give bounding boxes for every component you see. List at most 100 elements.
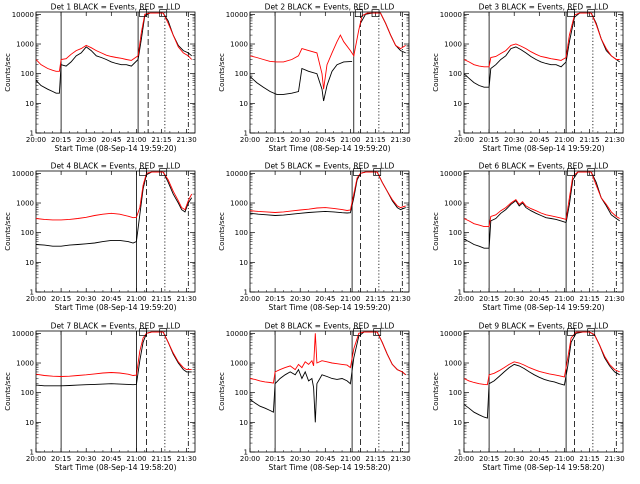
square-marker (587, 168, 596, 176)
y-axis-label: Counts/sec (4, 212, 12, 251)
square-marker (567, 168, 575, 176)
plot-frame (35, 170, 196, 293)
panel-title: Det 6 BLACK = Events, RED = LLD (479, 162, 609, 171)
panel-title: Det 1 BLACK = Events, RED = LLD (51, 3, 181, 12)
y-tick-label: 1000 (230, 360, 248, 368)
lld-series-line (250, 171, 406, 213)
detector-panel-5: Det 5 BLACK = Events, RED = LLD 1 10 100 100… (218, 162, 411, 313)
y-axis-label: Counts/sec (4, 372, 12, 411)
y-tick-label: 1 (458, 449, 462, 457)
x-tick-label: 21:15 (579, 455, 599, 463)
y-tick-label: 1000 (16, 360, 34, 368)
plot-frame (249, 11, 410, 134)
y-tick-label: 10 (453, 259, 462, 267)
x-tick-label: 20:00 (240, 295, 260, 303)
x-axis-label: Start Time (08-Sep-14 19:59:20) (55, 144, 177, 153)
events-series-line (464, 331, 620, 419)
events-series-line (36, 171, 193, 247)
x-tick-label: 21:30 (605, 455, 625, 463)
lld-series-line (36, 12, 193, 72)
x-tick-label: 20:30 (504, 295, 524, 303)
lld-series-line (36, 331, 192, 377)
detector-panel-1: Det 1 BLACK = Events, RED = LLD 1 10 100 100… (4, 3, 197, 154)
y-tick-label: 10 (453, 419, 462, 427)
x-tick-label: 20:15 (51, 136, 71, 144)
detector-panel-4: Det 4 BLACK = Events, RED = LLD 1 10 100 100… (4, 162, 197, 313)
x-axis-label: Start Time (08-Sep-14 19:58:20) (483, 463, 605, 472)
y-tick-label: 1 (244, 449, 248, 457)
y-tick-label: 10 (239, 419, 248, 427)
x-tick-label: 21:00 (554, 455, 574, 463)
detector-panel-6: Det 6 BLACK = Events, RED = LLD 1 10 100 100… (432, 162, 625, 313)
detector-panel-3: Det 3 BLACK = Events, RED = LLD 1 10 100 100… (432, 3, 625, 154)
x-tick-label: 21:30 (605, 136, 625, 144)
x-tick-label: 21:30 (605, 295, 625, 303)
x-axis-label: Start Time (08-Sep-14 19:59:20) (269, 303, 391, 312)
y-tick-label: 1 (458, 130, 462, 138)
x-tick-label: 21:30 (391, 455, 411, 463)
events-series-line (36, 12, 192, 94)
x-tick-label: 21:15 (151, 295, 171, 303)
y-tick-label: 10000 (12, 170, 34, 178)
y-tick-label: 10 (25, 419, 34, 427)
y-tick-label: 100 (235, 389, 248, 397)
y-tick-label: 10000 (440, 170, 462, 178)
y-tick-label: 10000 (226, 330, 248, 338)
y-tick-label: 100 (21, 70, 34, 78)
lld-series-line (36, 171, 193, 221)
y-tick-label: 1 (30, 130, 34, 138)
y-axis-label: Counts/sec (4, 53, 12, 92)
lld-series-line (464, 12, 620, 68)
y-tick-label: 1 (244, 289, 248, 297)
detector-panel-9: Det 9 BLACK = Events, RED = LLD 1 10 100 100… (432, 322, 625, 473)
y-tick-label: 10 (25, 100, 34, 108)
x-tick-label: 20:45 (529, 136, 549, 144)
y-axis-label: Counts/sec (432, 212, 440, 251)
x-tick-label: 20:45 (529, 295, 549, 303)
x-tick-label: 21:00 (340, 455, 360, 463)
square-marker (353, 168, 361, 176)
detector-panel-8: Det 8 BLACK = Events, RED = LLD 1 10 100 100… (218, 322, 411, 473)
x-tick-label: 20:45 (101, 295, 121, 303)
y-tick-label: 10000 (226, 11, 248, 19)
y-tick-label: 100 (235, 229, 248, 237)
x-tick-label: 20:00 (240, 136, 260, 144)
y-axis-label: Counts/sec (218, 372, 226, 411)
y-tick-label: 1000 (230, 200, 248, 208)
x-tick-label: 20:15 (51, 295, 71, 303)
x-axis-label: Start Time (08-Sep-14 19:58:20) (269, 463, 391, 472)
x-tick-label: 20:15 (479, 455, 499, 463)
events-series-line (250, 60, 353, 102)
square-marker (587, 9, 596, 17)
x-tick-label: 20:45 (315, 136, 335, 144)
y-tick-label: 10000 (440, 330, 462, 338)
y-tick-label: 100 (21, 389, 34, 397)
x-tick-label: 21:30 (177, 136, 197, 144)
x-tick-label: 20:45 (315, 455, 335, 463)
plot-frame (249, 330, 410, 453)
lld-series-line (250, 12, 406, 90)
x-tick-label: 20:15 (265, 455, 285, 463)
x-tick-label: 20:00 (454, 455, 474, 463)
y-tick-label: 100 (21, 229, 34, 237)
x-tick-label: 20:30 (504, 136, 524, 144)
panel-title: Det 3 BLACK = Events, RED = LLD (479, 3, 609, 12)
x-tick-label: 21:15 (579, 295, 599, 303)
x-axis-label: Start Time (08-Sep-14 19:59:20) (269, 144, 391, 153)
square-marker (354, 9, 363, 17)
square-marker (139, 168, 147, 176)
panel-title: Det 4 BLACK = Events, RED = LLD (51, 162, 181, 171)
panel-title: Det 7 BLACK = Events, RED = LLD (51, 322, 181, 331)
lld-series-line (464, 331, 620, 386)
square-marker (159, 168, 168, 176)
events-series-line (250, 171, 406, 216)
y-tick-label: 1000 (444, 200, 462, 208)
events-series-line (464, 171, 620, 249)
plot-frame (463, 11, 624, 134)
square-marker (371, 9, 380, 17)
y-tick-label: 10 (239, 259, 248, 267)
square-marker (373, 328, 382, 336)
y-tick-label: 1 (30, 449, 34, 457)
x-tick-label: 20:15 (265, 295, 285, 303)
